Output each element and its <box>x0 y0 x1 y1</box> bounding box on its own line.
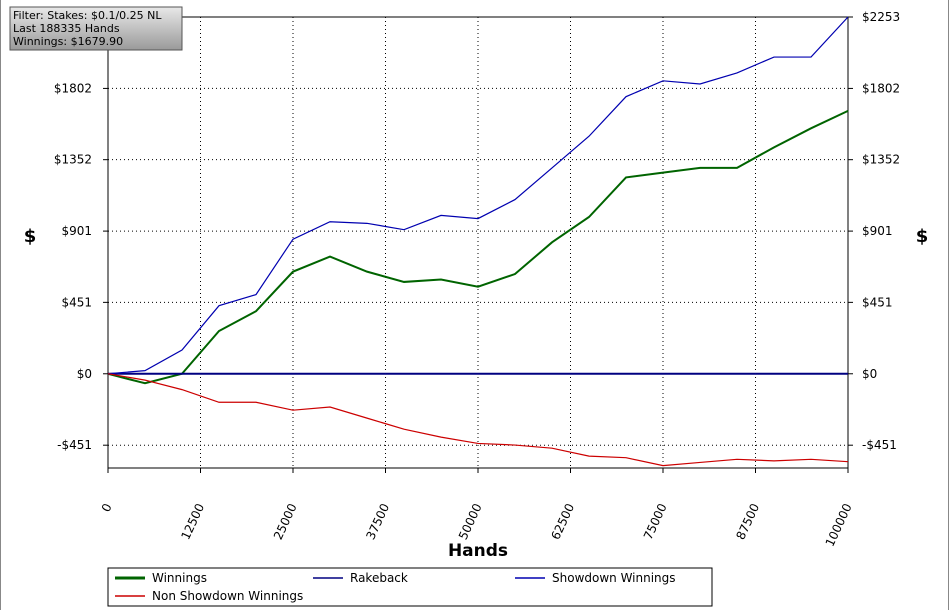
y-tick-label: $1352 <box>54 153 92 167</box>
legend-label: Non Showdown Winnings <box>152 589 303 603</box>
series-line <box>107 16 849 375</box>
legend <box>107 567 713 607</box>
info-text: Winnings: $1679.90 <box>13 35 123 48</box>
y-tick-label: $451 <box>61 295 92 309</box>
y2-tick-label: $2253 <box>862 10 900 24</box>
y2-tick-label: $901 <box>862 224 893 238</box>
info-text: Last 188335 Hands <box>13 22 120 35</box>
ticks: -$451 $0 $451 $901 $1352 $1802 -$451 $0 $451 $901… <box>54 10 900 549</box>
series-line <box>107 373 849 467</box>
y2-tick-label: $1352 <box>862 153 900 167</box>
info-text: Filter: Stakes: $0.1/0.25 NL <box>13 9 162 22</box>
y-tick-label: -$451 <box>57 438 92 452</box>
y2-tick-label: $0 <box>862 367 877 381</box>
info-box <box>9 6 183 51</box>
y2-tick-label: $451 <box>862 295 893 309</box>
y-tick-label: $1802 <box>54 81 92 95</box>
y-tick-label: $901 <box>61 224 92 238</box>
series-line <box>107 110 849 385</box>
lines <box>107 16 849 467</box>
y2-axis-title: $ <box>916 226 929 247</box>
legend-items: Winnings Rakeback Showdown Winnings Non Sho… <box>115 571 676 603</box>
legend-label: Rakeback <box>350 571 408 585</box>
y-tick-label: $0 <box>77 367 92 381</box>
y2-tick-label: -$451 <box>862 438 897 452</box>
legend-label: Showdown Winnings <box>552 571 676 585</box>
y2-tick-label: $1802 <box>862 81 900 95</box>
x-axis-title: Hands <box>448 541 508 561</box>
y-axis-title: $ <box>24 226 37 247</box>
legend-label: Winnings <box>152 571 207 585</box>
